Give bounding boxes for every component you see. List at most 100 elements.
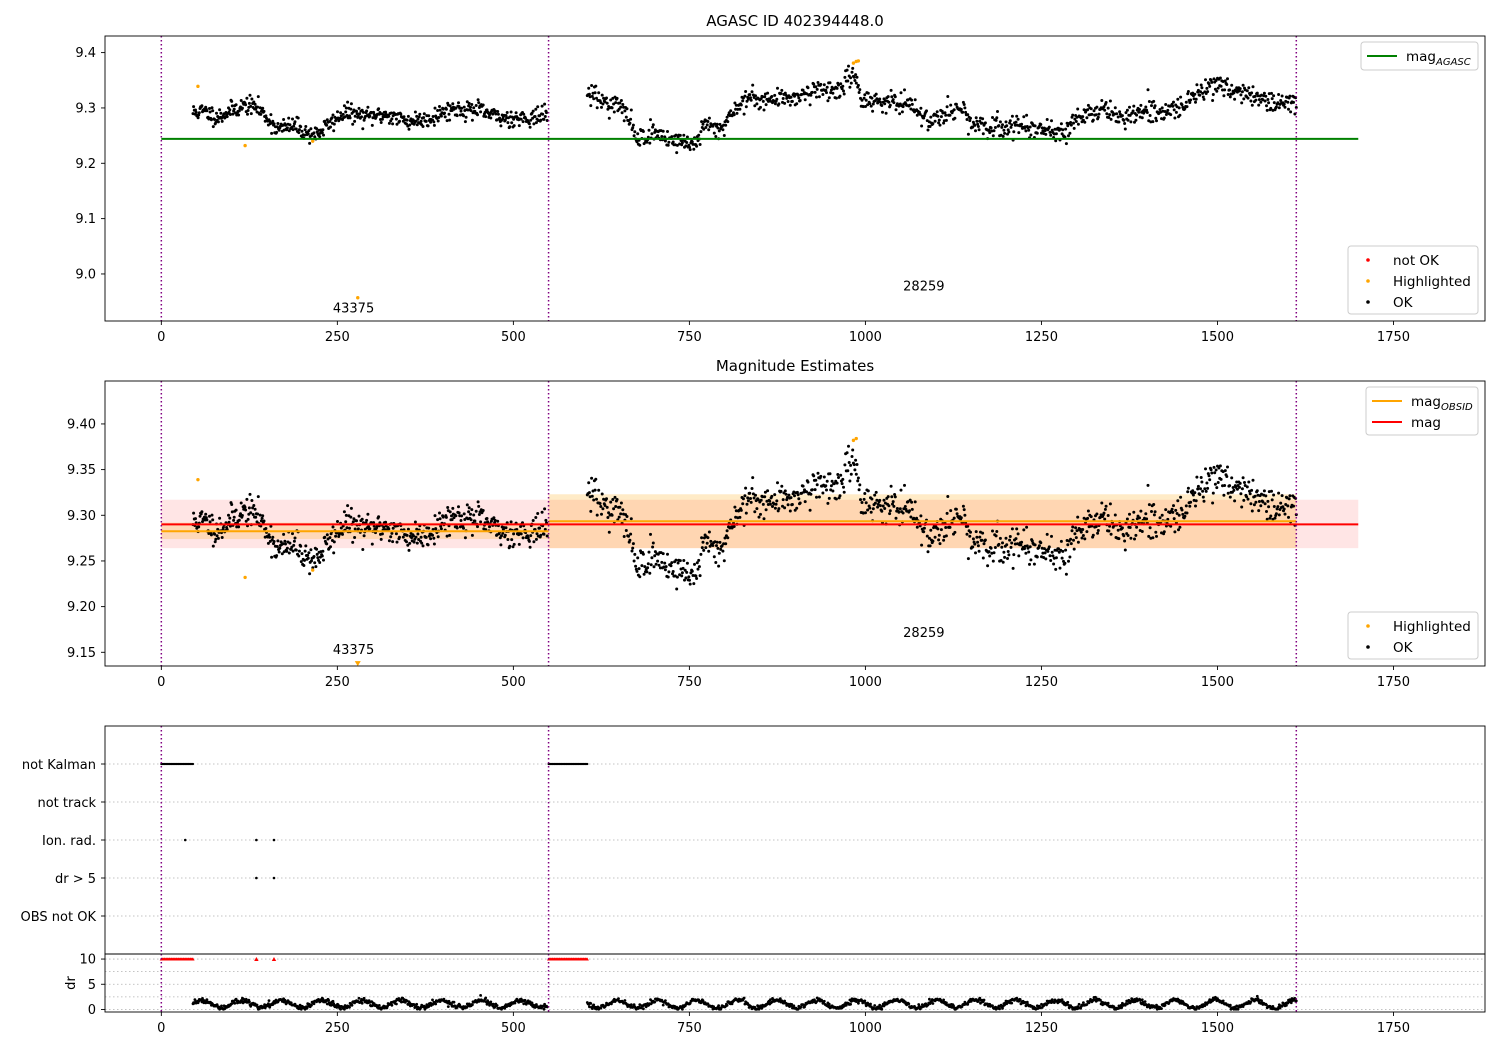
ok-point (491, 112, 495, 116)
ok-point (1248, 492, 1252, 496)
ok-point (208, 520, 212, 524)
ok-point (1070, 529, 1074, 533)
ok-point (519, 532, 523, 536)
ok-point (446, 506, 450, 509)
ok-point (751, 476, 755, 480)
category-label: OBS not OK (21, 910, 97, 925)
ok-point (707, 128, 711, 132)
ok-point (876, 505, 880, 509)
ok-point (1166, 108, 1170, 112)
ok-point (316, 556, 320, 560)
dr-point (1085, 1003, 1089, 1006)
ok-point (903, 483, 906, 487)
ok-point (416, 117, 420, 121)
ok-point (873, 493, 877, 497)
ok-point (1060, 556, 1064, 560)
ok-point (332, 540, 336, 544)
dr-point (395, 1002, 398, 1006)
ok-point (832, 482, 836, 486)
ok-point (213, 540, 217, 544)
ok-point (542, 532, 546, 536)
ok-point (801, 484, 805, 488)
ok-point (208, 107, 211, 110)
ok-point (1123, 548, 1127, 552)
ok-point (649, 118, 652, 122)
ok-point (764, 103, 768, 107)
ok-point (891, 98, 895, 102)
dr-point (230, 1002, 234, 1006)
ok-point (367, 525, 370, 529)
legend-marker-swatch (1366, 258, 1370, 262)
ok-point (864, 511, 867, 515)
ok-point (366, 512, 370, 516)
ok-point (282, 118, 286, 121)
ok-point (777, 102, 781, 106)
ok-point (1069, 542, 1073, 546)
ok-point (246, 112, 249, 116)
ok-point (841, 84, 845, 88)
ok-point (883, 507, 887, 510)
ok-point (1094, 525, 1098, 529)
ok-point (651, 545, 655, 549)
ok-point (880, 104, 884, 107)
ok-point (1218, 464, 1222, 468)
ok-point (239, 501, 243, 505)
ok-point (781, 498, 785, 502)
ok-point (605, 505, 609, 509)
ok-point (406, 114, 410, 118)
ok-point (283, 539, 287, 543)
ok-point (240, 106, 244, 110)
ok-point (1194, 504, 1197, 508)
ok-point (433, 514, 437, 518)
dr-point (770, 1000, 774, 1004)
ok-point (697, 133, 701, 137)
ok-point (630, 549, 634, 553)
ok-point (1233, 97, 1237, 101)
ok-point (888, 512, 892, 516)
ok-point (441, 515, 445, 519)
ok-point (534, 537, 538, 541)
dr-point (1280, 1004, 1284, 1008)
ok-point (642, 572, 646, 576)
ok-point (1238, 485, 1241, 489)
ok-point (619, 512, 623, 516)
ok-point (822, 83, 826, 87)
ok-point (341, 532, 344, 536)
ok-point (854, 81, 858, 85)
ok-point (239, 99, 243, 102)
ok-point (734, 509, 738, 513)
ok-point (472, 106, 476, 110)
ok-point (595, 96, 598, 100)
ok-point (1193, 92, 1197, 96)
ok-point (398, 119, 401, 123)
ok-point (1273, 516, 1277, 520)
ok-point (1051, 554, 1055, 558)
ok-point (744, 486, 748, 490)
ok-point (1214, 79, 1218, 82)
ok-point (817, 495, 821, 499)
x-tick-label: 1750 (1377, 675, 1410, 690)
ok-point (1145, 111, 1149, 114)
ok-point (883, 102, 887, 106)
ok-point (477, 513, 481, 516)
ok-point (1102, 105, 1106, 109)
ok-point (909, 515, 913, 519)
ok-point (813, 488, 817, 492)
ok-point (1265, 510, 1268, 513)
ok-point (704, 546, 708, 550)
ok-point (306, 556, 310, 560)
ok-point (1094, 113, 1098, 117)
ok-point (342, 510, 346, 514)
ok-point (595, 106, 599, 110)
ok-point (415, 114, 419, 118)
ok-point (445, 119, 449, 123)
ok-point (690, 140, 694, 144)
dr-point (1050, 998, 1054, 1001)
ok-point (781, 504, 784, 508)
ok-point (1189, 500, 1193, 504)
ok-point (650, 132, 654, 136)
ok-point (670, 561, 674, 565)
ok-point (866, 508, 870, 512)
ok-point (783, 489, 787, 493)
ok-point (1277, 491, 1281, 495)
